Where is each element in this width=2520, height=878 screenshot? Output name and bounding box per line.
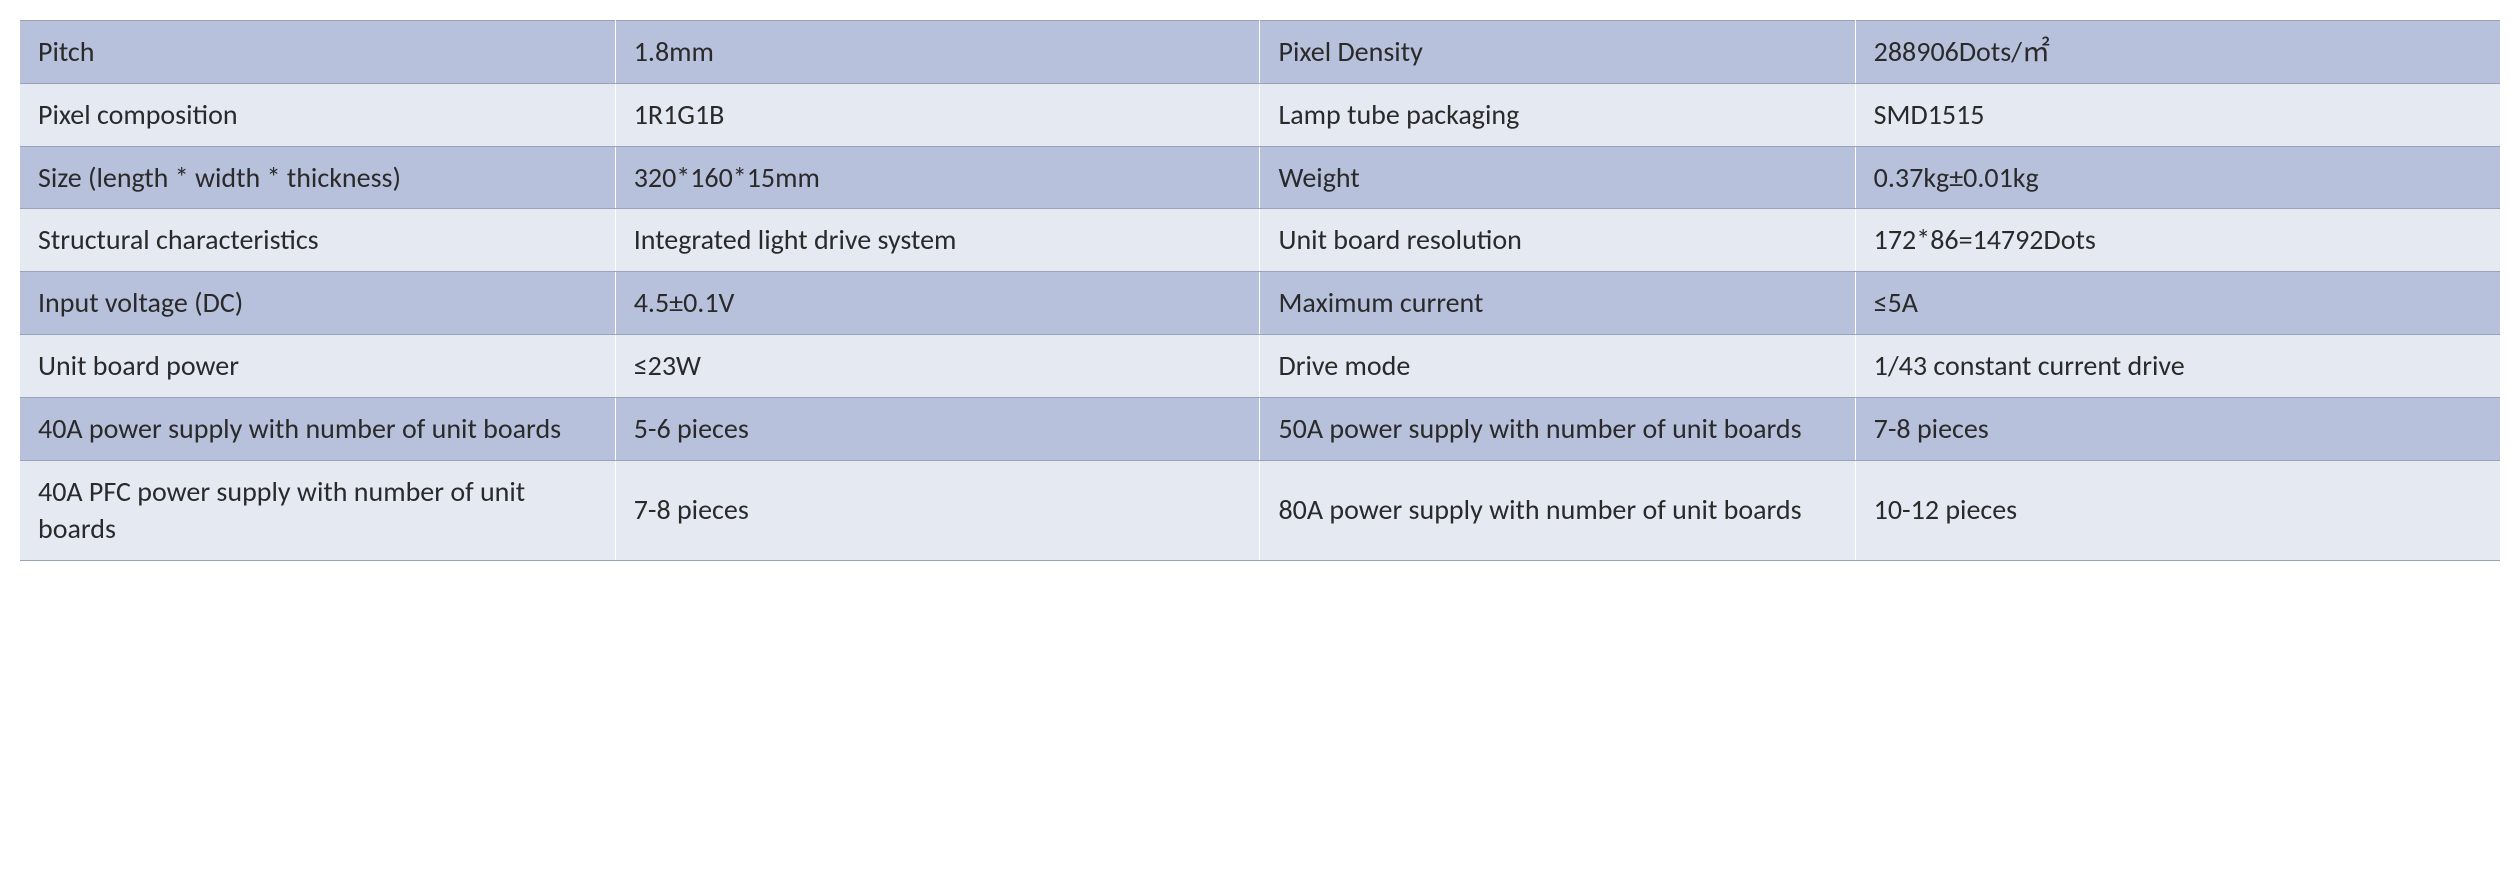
spec-label: 80A power supply with number of unit boa… (1260, 460, 1855, 561)
spec-label: Size (length * width * thickness) (20, 146, 615, 209)
spec-value: 288906Dots/㎡ (1855, 21, 2500, 84)
spec-value: Integrated light drive system (615, 209, 1260, 272)
spec-label: Unit board resolution (1260, 209, 1855, 272)
spec-label: 40A power supply with number of unit boa… (20, 397, 615, 460)
spec-label: Pitch (20, 21, 615, 84)
spec-label: Pixel composition (20, 83, 615, 146)
spec-value: 1/43 constant current drive (1855, 334, 2500, 397)
spec-value: 1R1G1B (615, 83, 1260, 146)
table-row: 40A PFC power supply with number of unit… (20, 460, 2500, 561)
spec-label: Lamp tube packaging (1260, 83, 1855, 146)
spec-value: 4.5±0.1V (615, 272, 1260, 335)
spec-label: Weight (1260, 146, 1855, 209)
table-row: Structural characteristicsIntegrated lig… (20, 209, 2500, 272)
spec-value: 1.8mm (615, 21, 1260, 84)
spec-value: SMD1515 (1855, 83, 2500, 146)
spec-value: ≤23W (615, 334, 1260, 397)
spec-label: Unit board power (20, 334, 615, 397)
spec-label: 50A power supply with number of unit boa… (1260, 397, 1855, 460)
spec-value: 7-8 pieces (1855, 397, 2500, 460)
spec-value: 7-8 pieces (615, 460, 1260, 561)
table-body: Pitch1.8mmPixel Density288906Dots/㎡Pixel… (20, 21, 2500, 561)
spec-value: 0.37kg±0.01kg (1855, 146, 2500, 209)
spec-value: 5-6 pieces (615, 397, 1260, 460)
spec-label: 40A PFC power supply with number of unit… (20, 460, 615, 561)
table-row: Unit board power≤23WDrive mode1/43 const… (20, 334, 2500, 397)
table-row: Size (length * width * thickness)320*160… (20, 146, 2500, 209)
spec-label: Input voltage (DC) (20, 272, 615, 335)
spec-label: Maximum current (1260, 272, 1855, 335)
spec-label: Drive mode (1260, 334, 1855, 397)
spec-label: Structural characteristics (20, 209, 615, 272)
table-row: Input voltage (DC)4.5±0.1VMaximum curren… (20, 272, 2500, 335)
spec-value: 172*86=14792Dots (1855, 209, 2500, 272)
spec-value: 320*160*15mm (615, 146, 1260, 209)
table-row: Pixel composition1R1G1BLamp tube packagi… (20, 83, 2500, 146)
spec-value: 10-12 pieces (1855, 460, 2500, 561)
spec-label: Pixel Density (1260, 21, 1855, 84)
spec-value: ≤5A (1855, 272, 2500, 335)
specifications-table: Pitch1.8mmPixel Density288906Dots/㎡Pixel… (20, 20, 2500, 561)
table-row: Pitch1.8mmPixel Density288906Dots/㎡ (20, 21, 2500, 84)
table-row: 40A power supply with number of unit boa… (20, 397, 2500, 460)
